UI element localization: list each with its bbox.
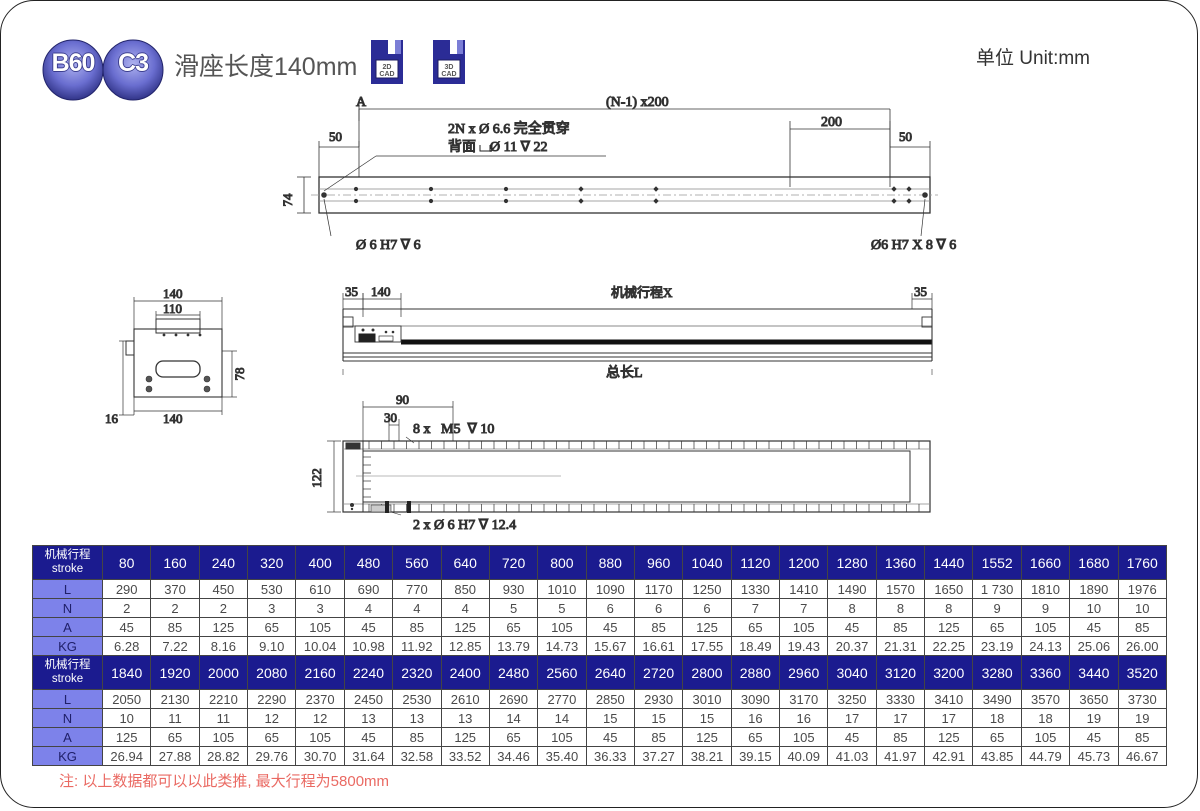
svg-text:200: 200	[821, 115, 842, 130]
svg-text:16: 16	[105, 411, 119, 426]
svg-text:110: 110	[163, 301, 182, 316]
svg-text:背面 Ø 11 ∇ 22: 背面 Ø 11 ∇ 22	[448, 139, 547, 155]
svg-text:(N-1) x200: (N-1) x200	[606, 95, 669, 110]
svg-text:50: 50	[899, 129, 912, 144]
svg-text:140: 140	[163, 411, 183, 426]
svg-text:35: 35	[914, 284, 927, 299]
svg-text:122: 122	[309, 468, 324, 488]
svg-text:总长L: 总长L	[606, 365, 643, 381]
svg-text:90: 90	[396, 392, 409, 407]
svg-text:140: 140	[163, 286, 183, 301]
svg-text:机械行程X: 机械行程X	[611, 285, 673, 300]
svg-text:74: 74	[280, 193, 295, 207]
svg-text:Ø6 H7 X 8 ∇ 6: Ø6 H7 X 8 ∇ 6	[871, 238, 956, 253]
svg-text:8 x M5 ∇ 10: 8 x M5 ∇ 10	[413, 422, 494, 437]
svg-text:A: A	[356, 95, 367, 110]
svg-text:78: 78	[232, 368, 247, 381]
svg-text:140: 140	[371, 284, 391, 299]
svg-text:Ø 6 H7 ∇ 6: Ø 6 H7 ∇ 6	[356, 238, 421, 253]
svg-text:2 x Ø 6 H7 ∇ 12.4: 2 x Ø 6 H7 ∇ 12.4	[413, 518, 516, 533]
svg-text:30: 30	[384, 410, 397, 425]
svg-text:2N x Ø 6.6 完全贯穿: 2N x Ø 6.6 完全贯穿	[448, 120, 570, 137]
svg-text:35: 35	[345, 284, 358, 299]
svg-text:50: 50	[329, 129, 342, 144]
